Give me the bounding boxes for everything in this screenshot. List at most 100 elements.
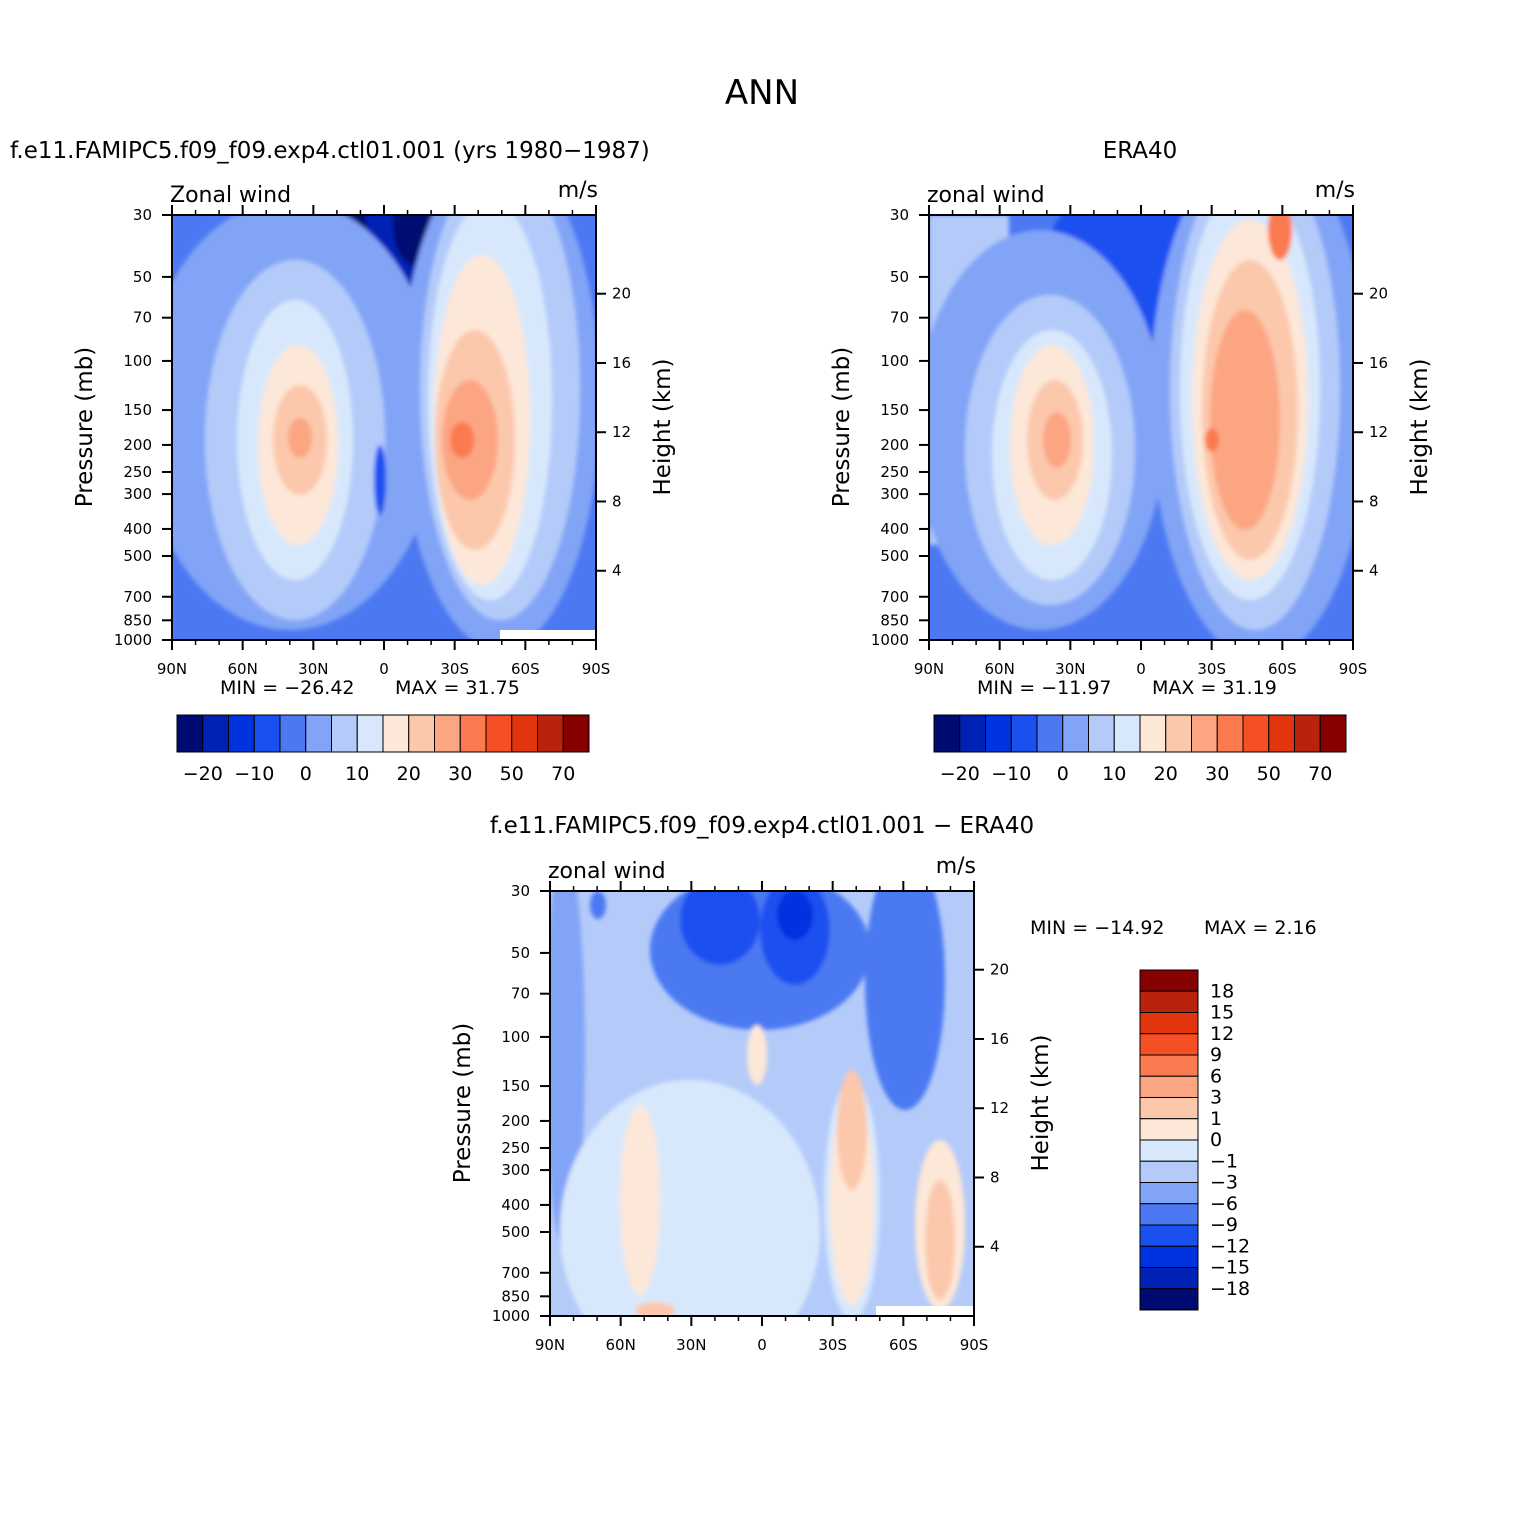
pressure-tick-label: 70 (890, 309, 909, 327)
diff-panel-title: f.e11.FAMIPC5.f09_f09.exp4.ctl01.001 − E… (490, 813, 1034, 839)
model-varname: Zonal wind (170, 183, 291, 208)
height-tick-label: 8 (612, 492, 622, 510)
pressure-tick-label: 250 (880, 463, 909, 481)
pressure-tick-label: 500 (501, 1223, 530, 1241)
diff-colorbar-label: 6 (1210, 1065, 1222, 1087)
obs-axes: 30 50 70 100 150 200 250 300 400 500 700 850 1000 20 1… (871, 205, 1388, 678)
diff-contour-field (550, 891, 974, 1316)
pressure-tick-label: 30 (511, 882, 530, 900)
colorbar-label: 0 (300, 763, 312, 785)
diff-colorbar-swatch (1139, 1097, 1199, 1120)
pressure-tick-label: 850 (123, 611, 152, 629)
height-tick-label: 20 (612, 285, 631, 303)
lat-tick-label: 0 (379, 660, 389, 678)
pressure-tick-label: 300 (501, 1161, 530, 1179)
model-plot: 30 50 70 100 150 200 250 300 400 500 700 850 1000 20 1… (72, 178, 676, 699)
colorbar-label: 50 (500, 763, 524, 785)
lat-tick-label: 30N (298, 660, 328, 678)
obs-colorbar: −20 −10 0 10 20 30 50 70 (933, 714, 1347, 785)
model-panel-title: f.e11.FAMIPC5.f09_f09.exp4.ctl01.001 (yr… (10, 138, 650, 164)
diff-colorbar-swatch (1139, 1139, 1199, 1162)
pressure-tick-label: 150 (880, 401, 909, 419)
colorbar-swatch (253, 714, 281, 753)
diff-max-text: MAX = 2.16 (1204, 917, 1317, 939)
lat-tick-label: 30S (818, 1336, 847, 1354)
colorbar-swatch (228, 714, 255, 753)
pressure-tick-label: 850 (501, 1287, 530, 1305)
colorbar-swatch (176, 714, 204, 753)
diff-colorbar-swatch (1139, 1224, 1199, 1247)
colorbar-label: 10 (345, 763, 369, 785)
pressure-tick-label: 50 (890, 268, 909, 286)
diff-colorbar-label: 9 (1210, 1044, 1222, 1066)
pressure-tick-label: 250 (501, 1139, 530, 1157)
colorbar-swatch (202, 714, 229, 753)
colorbar-label: −10 (234, 763, 274, 785)
pressure-tick-label: 30 (890, 206, 909, 224)
lat-tick-label: 90N (535, 1336, 565, 1354)
lat-tick-label: 90S (582, 660, 611, 678)
height-tick-label: 16 (1369, 354, 1388, 372)
colorbar-label: −20 (940, 763, 980, 785)
diff-colorbar-label: −9 (1210, 1214, 1238, 1236)
height-tick-label: 12 (990, 1099, 1009, 1117)
colorbar-label: 50 (1257, 763, 1281, 785)
lat-tick-label: 90S (960, 1336, 989, 1354)
diff-colorbar-label: −18 (1210, 1278, 1250, 1300)
season-title: ANN (725, 73, 799, 113)
pressure-tick-label: 250 (123, 463, 152, 481)
height-tick-label: 8 (1369, 492, 1379, 510)
height-tick-label: 12 (612, 423, 631, 441)
pressure-tick-label: 70 (133, 309, 152, 327)
height-tick-label: 12 (1369, 423, 1388, 441)
colorbar-swatch (1191, 714, 1218, 753)
pressure-tick-label: 500 (880, 547, 909, 565)
pressure-tick-label: 1000 (492, 1307, 530, 1325)
colorbar-label: 0 (1057, 763, 1069, 785)
model-colorbar: −20 −10 0 10 20 30 50 70 (176, 714, 590, 785)
obs-varname: zonal wind (927, 183, 1045, 208)
pressure-tick-label: 300 (880, 485, 909, 503)
colorbar-swatch (1242, 714, 1270, 753)
colorbar-swatch (1113, 714, 1141, 753)
pressure-tick-label: 200 (880, 436, 909, 454)
obs-max-text: MAX = 31.19 (1152, 677, 1277, 699)
diff-min-text: MIN = −14.92 (1030, 917, 1165, 939)
lat-tick-label: 30S (1197, 660, 1226, 678)
colorbar-swatch (1294, 714, 1321, 753)
diff-colorbar-swatch (1139, 1012, 1199, 1035)
colorbar-swatch (511, 714, 538, 753)
obs-units: m/s (1315, 178, 1355, 203)
pressure-tick-label: 850 (880, 611, 909, 629)
model-height-label: Height (km) (650, 358, 676, 495)
height-tick-label: 4 (1369, 562, 1379, 580)
pressure-tick-label: 700 (501, 1264, 530, 1282)
diff-colorbar-label: 18 (1210, 980, 1234, 1002)
obs-height-label: Height (km) (1407, 358, 1433, 495)
colorbar-swatch (985, 714, 1012, 753)
diff-colorbar-label: 15 (1210, 1002, 1234, 1024)
pressure-tick-label: 70 (511, 985, 530, 1003)
pressure-tick-label: 100 (880, 352, 909, 370)
height-tick-label: 16 (612, 354, 631, 372)
colorbar-label: 70 (1308, 763, 1332, 785)
lat-tick-label: 60N (606, 1336, 636, 1354)
diff-colorbar-swatch (1139, 1203, 1199, 1226)
diff-colorbar-label: 0 (1210, 1129, 1222, 1151)
diff-plot: 3050701001502002503004005007008501000201… (450, 854, 1317, 1354)
diff-colorbar-label: 1 (1210, 1108, 1222, 1130)
colorbar-swatch (1010, 714, 1038, 753)
pressure-tick-label: 1000 (871, 631, 909, 649)
colorbar-swatch (1165, 714, 1192, 753)
obs-plot: 30 50 70 100 150 200 250 300 400 500 700 850 1000 20 1… (829, 178, 1433, 699)
colorbar-label: −10 (991, 763, 1031, 785)
colorbar-label: 70 (551, 763, 575, 785)
diff-colorbar-label: −6 (1210, 1193, 1238, 1215)
height-tick-label: 8 (990, 1168, 1000, 1186)
model-contour-field (172, 215, 596, 640)
colorbar-label: 20 (397, 763, 421, 785)
diff-colorbar-swatch (1139, 990, 1199, 1013)
diff-pressure-label: Pressure (mb) (450, 1023, 476, 1183)
colorbar-swatch (959, 714, 986, 753)
height-tick-label: 16 (990, 1030, 1009, 1048)
